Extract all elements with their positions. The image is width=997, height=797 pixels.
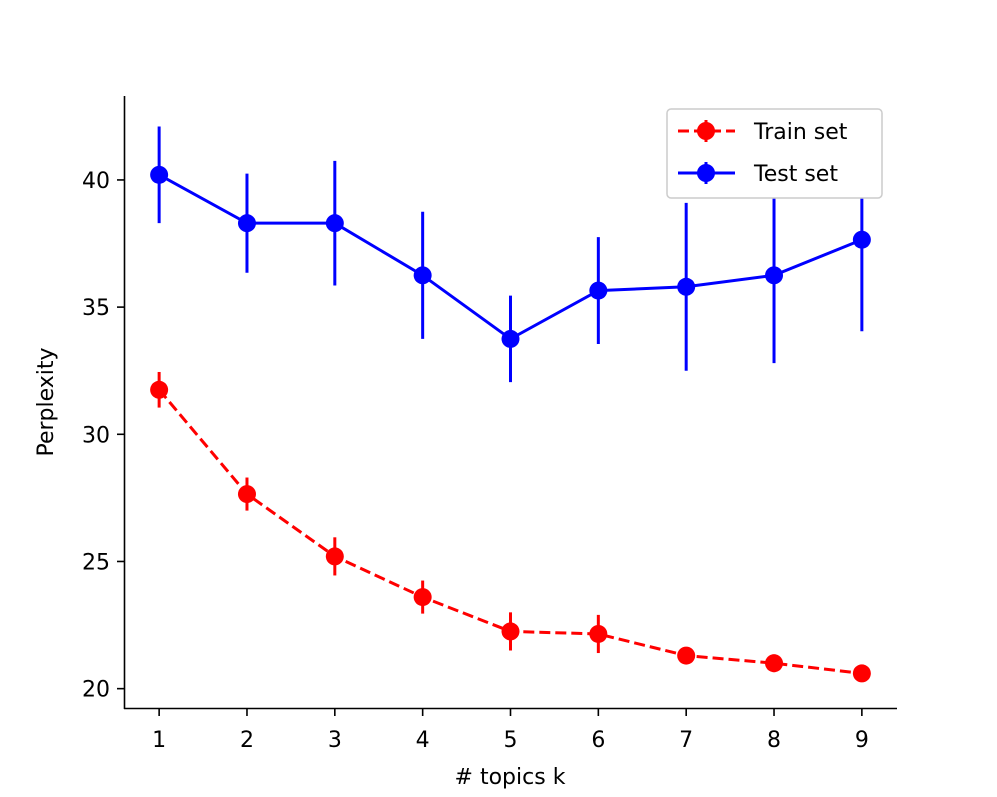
x-tick-label: 2 [240,728,254,753]
x-ticks: 1 2 3 4 5 6 7 8 9 [152,709,869,753]
y-tick-label: 40 [82,169,110,194]
y-axis-label: Perplexity [34,347,59,456]
test-set-point [501,329,520,348]
x-tick-label: 6 [591,728,605,753]
test-set-point [852,230,871,249]
x-tick-label: 7 [679,728,693,753]
train-set-point [413,588,432,607]
train-set-point [501,622,520,641]
legend: Train set Test set [666,108,883,199]
train-set-point [852,664,871,683]
y-tick-label: 35 [82,296,110,321]
x-tick-label: 3 [328,728,342,753]
x-tick-label: 4 [416,728,430,753]
series-layer [150,126,871,683]
x-axis-label: # topics k [455,765,566,790]
test-set-point [589,281,608,300]
x-tick-label: 8 [767,728,781,753]
y-tick-label: 30 [82,423,110,448]
train-set-series [150,371,871,683]
test-set-point [150,165,169,184]
train-set-point [677,646,696,665]
x-tick-label: 5 [504,728,518,753]
x-tick-label: 1 [152,728,166,753]
train-set-point [589,624,608,643]
legend-label-train-set: Train set [753,120,848,145]
train-set-point [150,380,169,399]
test-set-point [677,277,696,296]
test-set-point [413,266,432,285]
legend-entry-test-set: Test set [678,162,838,187]
train-set-point [325,547,344,566]
legend-marker-test-set [697,164,715,182]
train-set-point [765,654,784,673]
test-set-point [237,214,256,233]
y-ticks: 20 25 30 35 40 [82,169,124,703]
train-set-point [237,485,256,504]
legend-marker-train-set [697,122,715,140]
y-tick-label: 25 [82,550,110,575]
y-tick-label: 20 [82,678,110,703]
legend-entry-train-set: Train set [678,120,848,145]
test-set-point [765,266,784,285]
test-set-series [150,126,871,383]
test-set-point [325,214,344,233]
x-tick-label: 9 [855,728,869,753]
legend-label-test-set: Test set [753,162,838,187]
